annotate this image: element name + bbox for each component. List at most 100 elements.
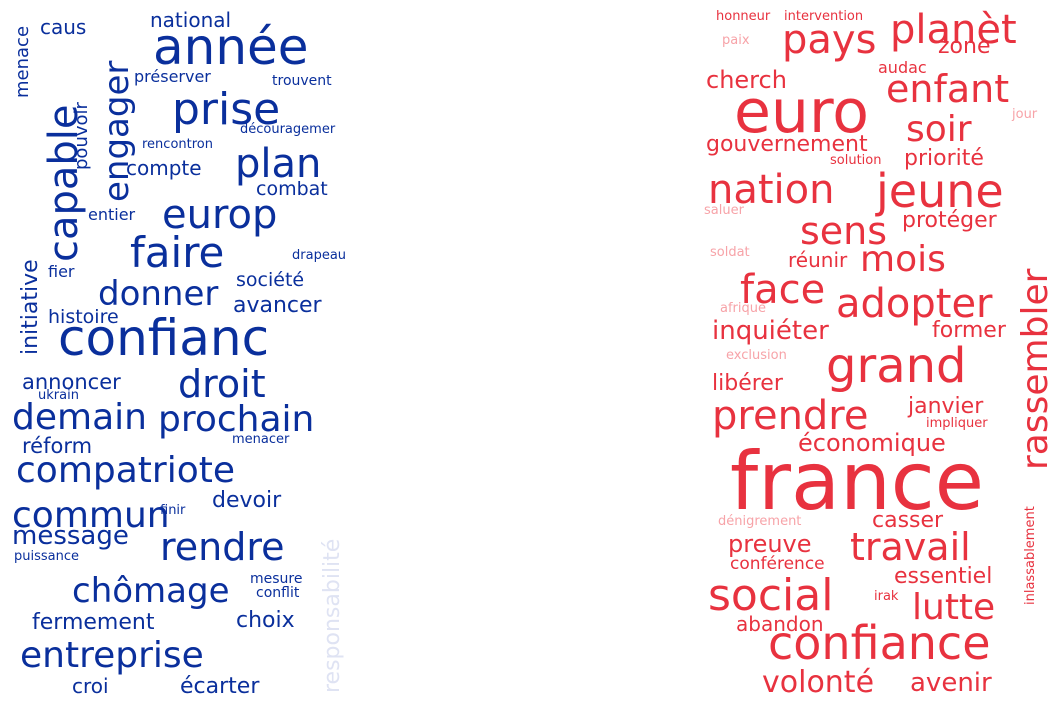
left-cloud-word: découragemer [240, 122, 336, 137]
right-cloud-word: euro [734, 77, 869, 147]
right-cloud-word: rassembler [1015, 268, 1056, 470]
left-cloud-word: prise [172, 84, 281, 135]
left-cloud-word: chômage [72, 571, 230, 611]
right-word-cloud: honneur intervention paix pays planèt zone che… [700, 0, 1060, 713]
right-cloud-word: zone [938, 34, 991, 59]
right-cloud-word: libérer [712, 371, 783, 396]
right-cloud-word: économique [798, 429, 946, 457]
left-cloud-word: choix [236, 608, 295, 633]
left-cloud-word: mesure [250, 571, 303, 587]
right-cloud-word: exclusion [726, 348, 787, 363]
left-cloud-word: histoire [48, 306, 119, 328]
left-cloud-word: fier [48, 262, 75, 281]
right-cloud-word: france [730, 435, 984, 528]
right-cloud-word: nation [708, 167, 835, 213]
left-cloud-word: prochain [158, 399, 315, 440]
left-cloud-word: pouvoir [71, 102, 92, 170]
right-cloud-word: face [740, 267, 826, 313]
right-cloud-word: jeune [876, 164, 1004, 218]
right-cloud-word: lutte [912, 587, 996, 628]
left-cloud-word: compatriote [16, 450, 236, 491]
right-cloud-word: inlassablement [1023, 506, 1038, 605]
left-cloud-word: europ [162, 192, 278, 238]
right-cloud-word: social [708, 570, 834, 621]
right-cloud-word: casser [872, 508, 944, 533]
right-cloud-word: confiance [768, 616, 991, 670]
left-cloud-word: commun [12, 495, 170, 536]
right-cloud-word: audac [878, 58, 927, 77]
right-cloud-word: mois [860, 239, 946, 280]
right-cloud-word: former [932, 318, 1006, 343]
left-cloud-word: engager [97, 60, 137, 202]
right-cloud-word: preuve [728, 530, 812, 558]
left-cloud-word: confianc [58, 309, 270, 367]
right-cloud-word: avenir [910, 668, 992, 698]
right-cloud-word: janvier [908, 394, 984, 419]
left-cloud-word: plan [235, 141, 322, 187]
left-cloud-word: année [153, 18, 309, 76]
right-cloud-word: honneur [716, 9, 771, 24]
right-cloud-word: protéger [902, 208, 997, 233]
right-cloud-word: essentiel [894, 564, 993, 589]
left-cloud-word: national [150, 8, 232, 32]
right-cloud-word: adopter [836, 281, 993, 327]
left-cloud-word: écarter [180, 674, 260, 699]
left-cloud-word: conflit [256, 585, 300, 601]
right-cloud-word: sens [800, 209, 888, 253]
left-cloud-word: fermement [32, 610, 155, 635]
left-cloud-word: finir [160, 503, 186, 518]
left-cloud-word: initiative [18, 259, 43, 355]
left-cloud-word: caus [40, 15, 87, 39]
right-cloud-word: irak [874, 589, 899, 604]
right-cloud-word: conférence [730, 554, 825, 574]
right-cloud-word: jour [1012, 107, 1038, 122]
left-cloud-word: annoncer [22, 370, 121, 394]
right-cloud-word: volonté [762, 665, 875, 700]
left-cloud-word: message [12, 521, 129, 551]
left-cloud-word: menace [12, 25, 33, 98]
left-cloud-word: ukrain [38, 388, 79, 403]
left-cloud-word: devoir [212, 488, 282, 513]
left-cloud-word: rendre [160, 525, 285, 569]
left-cloud-word: faire [130, 228, 225, 277]
right-cloud-word: intervention [784, 9, 864, 24]
left-word-cloud: année engager capable prise plan europ faire co… [0, 0, 360, 713]
left-cloud-word: puissance [14, 549, 79, 564]
left-cloud-word: compte [126, 156, 202, 180]
left-cloud-word: préserver [134, 67, 211, 86]
right-cloud-word: soldat [710, 245, 750, 260]
right-cloud-word: grand [826, 338, 967, 394]
right-cloud-word: travail [850, 525, 971, 569]
right-cloud-word: inquiéter [712, 316, 829, 346]
right-cloud-word: abandon [736, 612, 824, 636]
left-cloud-word: demain [12, 397, 147, 438]
right-cloud-word: solution [830, 153, 882, 168]
right-cloud-word: paix [722, 33, 750, 48]
right-cloud-word: pays [782, 17, 877, 63]
left-cloud-word: trouvent [272, 73, 332, 89]
left-cloud-word: droit [178, 362, 266, 406]
right-cloud-word: planèt [890, 7, 1017, 53]
left-cloud-word: croi [72, 674, 109, 698]
right-cloud-word: enfant [886, 67, 1010, 111]
right-cloud-word: cherch [706, 66, 787, 94]
left-cloud-word: combat [256, 178, 328, 200]
left-cloud-word: drapeau [292, 248, 347, 263]
right-cloud-word: saluer [704, 203, 744, 218]
left-cloud-word: entier [88, 205, 136, 224]
left-cloud-word: menacer [232, 432, 290, 447]
right-cloud-word: dénigrement [718, 514, 802, 529]
left-cloud-word: donner [98, 274, 219, 314]
right-cloud-word: priorité [904, 146, 984, 171]
left-cloud-word: société [236, 269, 305, 291]
right-cloud-word: impliquer [926, 416, 988, 431]
right-cloud-word: prendre [712, 393, 869, 439]
left-cloud-word: responsabilité [320, 538, 345, 693]
right-cloud-word: gouvernement [706, 132, 868, 157]
left-cloud-word: entreprise [20, 635, 204, 676]
right-cloud-word: soir [906, 109, 972, 150]
right-cloud-word: réunir [788, 248, 848, 272]
right-cloud-word: afrique [720, 301, 766, 316]
left-cloud-word: réform [22, 434, 93, 458]
left-cloud-word: rencontron [142, 137, 213, 152]
